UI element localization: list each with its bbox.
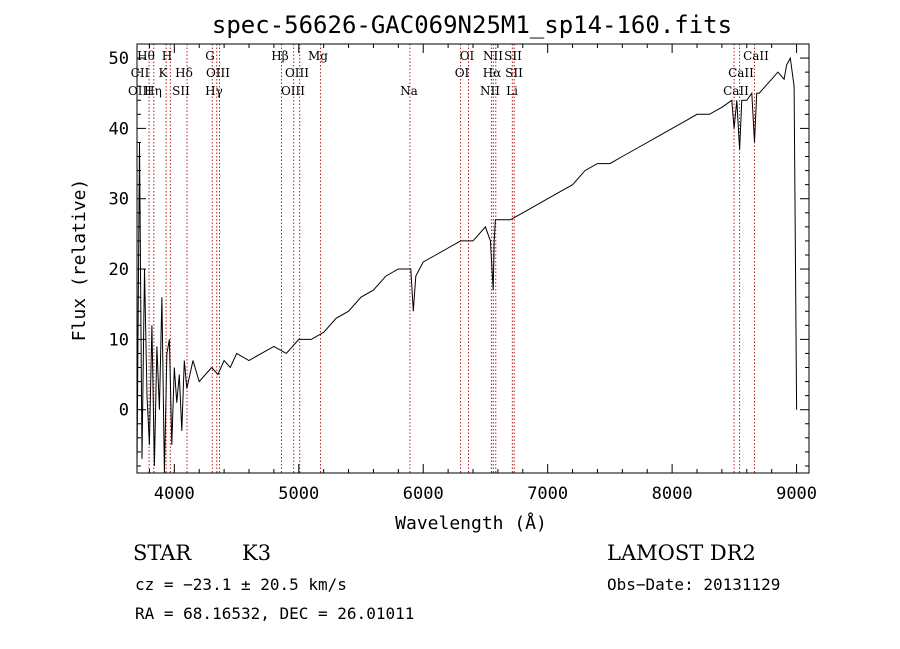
line-label: Hδ xyxy=(175,66,193,80)
y-tick-label: 20 xyxy=(109,260,129,280)
line-label: Hβ xyxy=(271,49,288,63)
y-tick-label: 30 xyxy=(109,190,129,210)
y-tick-label: 40 xyxy=(109,119,129,139)
line-label: G xyxy=(205,49,215,63)
line-label: OIII xyxy=(128,84,152,98)
y-tick-label: 50 xyxy=(109,49,129,69)
x-tick-label: 4000 xyxy=(154,484,195,504)
line-label: Li xyxy=(506,84,518,98)
spectral-line-markers xyxy=(148,44,755,473)
line-label: Hγ xyxy=(205,84,223,98)
y-axis-ticks: 0 10 20 30 40 50 xyxy=(109,43,809,467)
line-label: Hη xyxy=(144,84,162,98)
line-label: OIII xyxy=(285,66,309,80)
obs-date: Obs−Date: 20131129 xyxy=(607,575,780,594)
line-label: SII xyxy=(172,84,190,98)
line-label: Na xyxy=(400,84,418,98)
line-label: CaII xyxy=(728,66,754,80)
line-label: OIII xyxy=(281,84,305,98)
x-tick-label: 5000 xyxy=(278,484,319,504)
x-tick-label: 7000 xyxy=(527,484,568,504)
x-tick-label: 9000 xyxy=(776,484,817,504)
line-label: SII xyxy=(505,66,523,80)
line-label: Mg xyxy=(308,49,328,63)
line-label: CaII xyxy=(723,84,749,98)
redshift-text: cz = −23.1 ± 20.5 km/s xyxy=(135,575,347,594)
line-label: OI xyxy=(460,49,475,63)
plot-frame xyxy=(136,43,810,474)
line-label: NII xyxy=(483,49,503,63)
survey-name: LAMOST DR2 xyxy=(607,541,756,565)
x-axis-ticks: 4000 5000 6000 7000 8000 9000 xyxy=(148,44,817,504)
spectrum-line xyxy=(136,56,798,474)
line-label: Hα xyxy=(483,66,502,80)
line-label: SII xyxy=(504,49,522,63)
line-label: K xyxy=(159,66,169,80)
line-label: CaII xyxy=(743,49,769,63)
line-label: H xyxy=(162,49,172,63)
x-tick-label: 6000 xyxy=(403,484,444,504)
x-tick-label: 8000 xyxy=(652,484,693,504)
object-class: STAR xyxy=(133,541,192,565)
line-label: Hθ xyxy=(137,49,155,63)
line-label: OI xyxy=(455,66,470,80)
x-axis-label: Wavelength (Å) xyxy=(395,512,547,534)
y-axis-label: Flux (relative) xyxy=(69,179,90,342)
y-tick-label: 10 xyxy=(109,330,129,350)
line-label: NII xyxy=(480,84,500,98)
coordinates: RA = 68.16532, DEC = 26.01011 xyxy=(135,604,414,623)
chart-title: spec-56626-GAC069N25M1_sp14-160.fits xyxy=(212,11,732,39)
y-tick-label: 0 xyxy=(119,401,129,421)
object-subclass: K3 xyxy=(242,541,271,565)
line-label: OIII xyxy=(206,66,230,80)
line-label: CII xyxy=(131,66,150,80)
